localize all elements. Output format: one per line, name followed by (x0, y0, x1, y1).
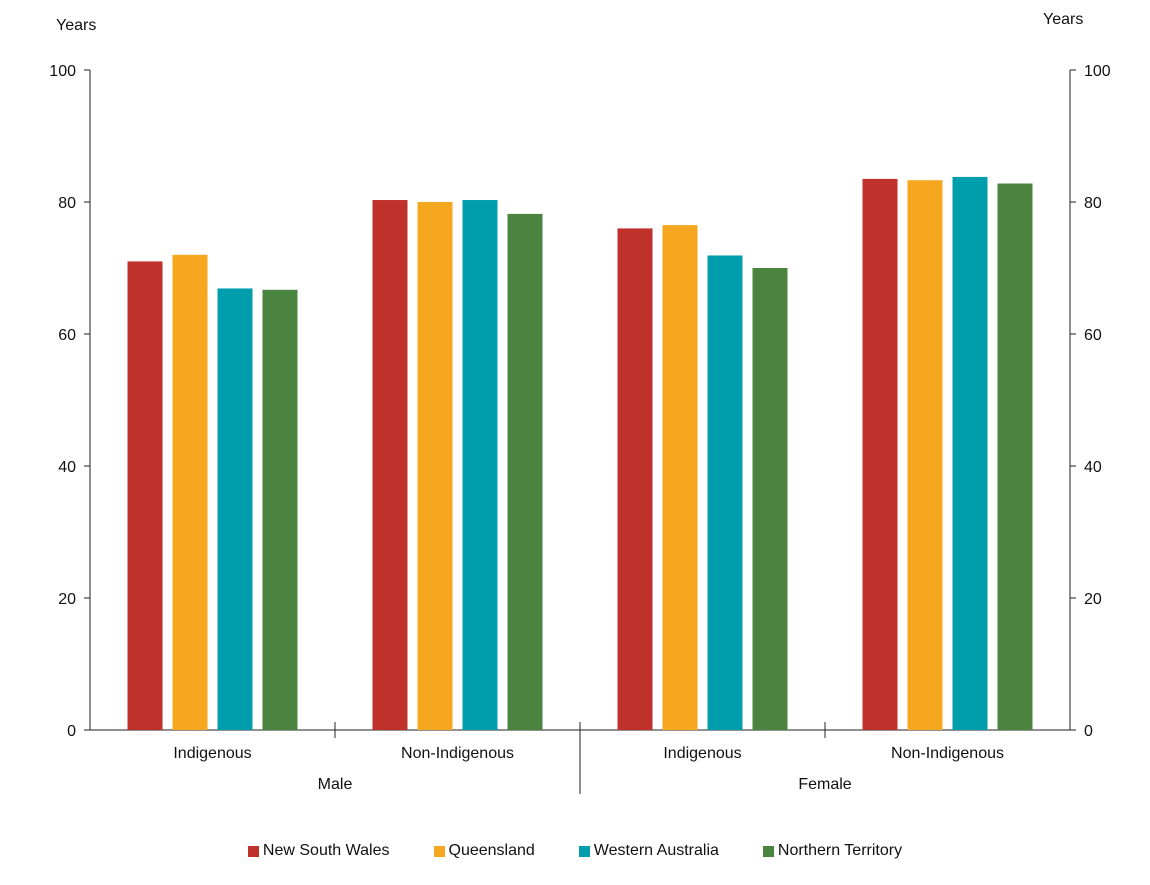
y-axis-title-left: Years (56, 17, 96, 34)
bar-new-south-wales (127, 261, 163, 730)
bar-northern-territory (997, 183, 1033, 730)
chart: Years Years 0 0 20 20 40 40 60 60 80 80 100 100 Ind… (49, 11, 1111, 794)
bar-queensland (417, 202, 453, 730)
y-axis-title-right: Years (1043, 11, 1083, 28)
y-tick-label-right: 80 (1084, 195, 1102, 212)
ticks: 0 0 20 20 40 40 60 60 80 80 100 100 (49, 63, 1111, 740)
bar-queensland (662, 225, 698, 730)
legend-swatch (762, 845, 774, 857)
legend-label: Queensland (448, 842, 535, 859)
bar-western-australia (952, 176, 988, 731)
group-label: Male (318, 776, 353, 793)
bar-new-south-wales (372, 200, 408, 730)
y-tick-label-left: 0 (67, 723, 76, 740)
bar-queensland (907, 180, 943, 731)
legend-swatch (247, 845, 259, 857)
bar-northern-territory (752, 268, 788, 730)
category-labels: Indigenous Non-Indigenous Indigenous Non-In… (173, 745, 1004, 793)
y-tick-label-right: 60 (1084, 327, 1102, 344)
y-tick-label-right: 100 (1084, 63, 1111, 80)
legend-item: Northern Territory (762, 842, 903, 860)
category-label: Non-Indigenous (401, 745, 514, 762)
bar-northern-territory (262, 289, 298, 730)
y-tick-label-left: 20 (58, 591, 76, 608)
legend-label: New South Wales (262, 842, 390, 859)
category-label: Non-Indigenous (891, 745, 1004, 762)
y-tick-label-right: 0 (1084, 723, 1093, 740)
legend: New South Wales Queensland Western Austral… (0, 842, 1150, 860)
legend-swatch (578, 845, 590, 857)
group-label: Female (798, 776, 851, 793)
bar-new-south-wales (862, 178, 898, 730)
bar-new-south-wales (617, 228, 653, 730)
legend-label: Western Australia (593, 842, 719, 859)
axes (84, 69, 1076, 794)
y-tick-label-left: 60 (58, 327, 76, 344)
y-tick-label-right: 40 (1084, 459, 1102, 476)
bar-western-australia (462, 200, 498, 730)
bar-western-australia (707, 255, 743, 730)
y-tick-label-left: 40 (58, 459, 76, 476)
category-label: Indigenous (173, 745, 251, 762)
y-tick-label-right: 20 (1084, 591, 1102, 608)
legend-item: Queensland (433, 842, 535, 860)
y-tick-label-left: 100 (49, 63, 76, 80)
bar-western-australia (217, 288, 253, 730)
bar-queensland (172, 254, 208, 731)
bar-northern-territory (507, 213, 543, 730)
bars (127, 176, 1033, 731)
legend-swatch (433, 845, 445, 857)
legend-item: New South Wales (247, 842, 390, 860)
legend-item: Western Australia (578, 842, 719, 860)
category-label: Indigenous (663, 745, 741, 762)
legend-label: Northern Territory (777, 842, 903, 859)
y-tick-label-left: 80 (58, 195, 76, 212)
